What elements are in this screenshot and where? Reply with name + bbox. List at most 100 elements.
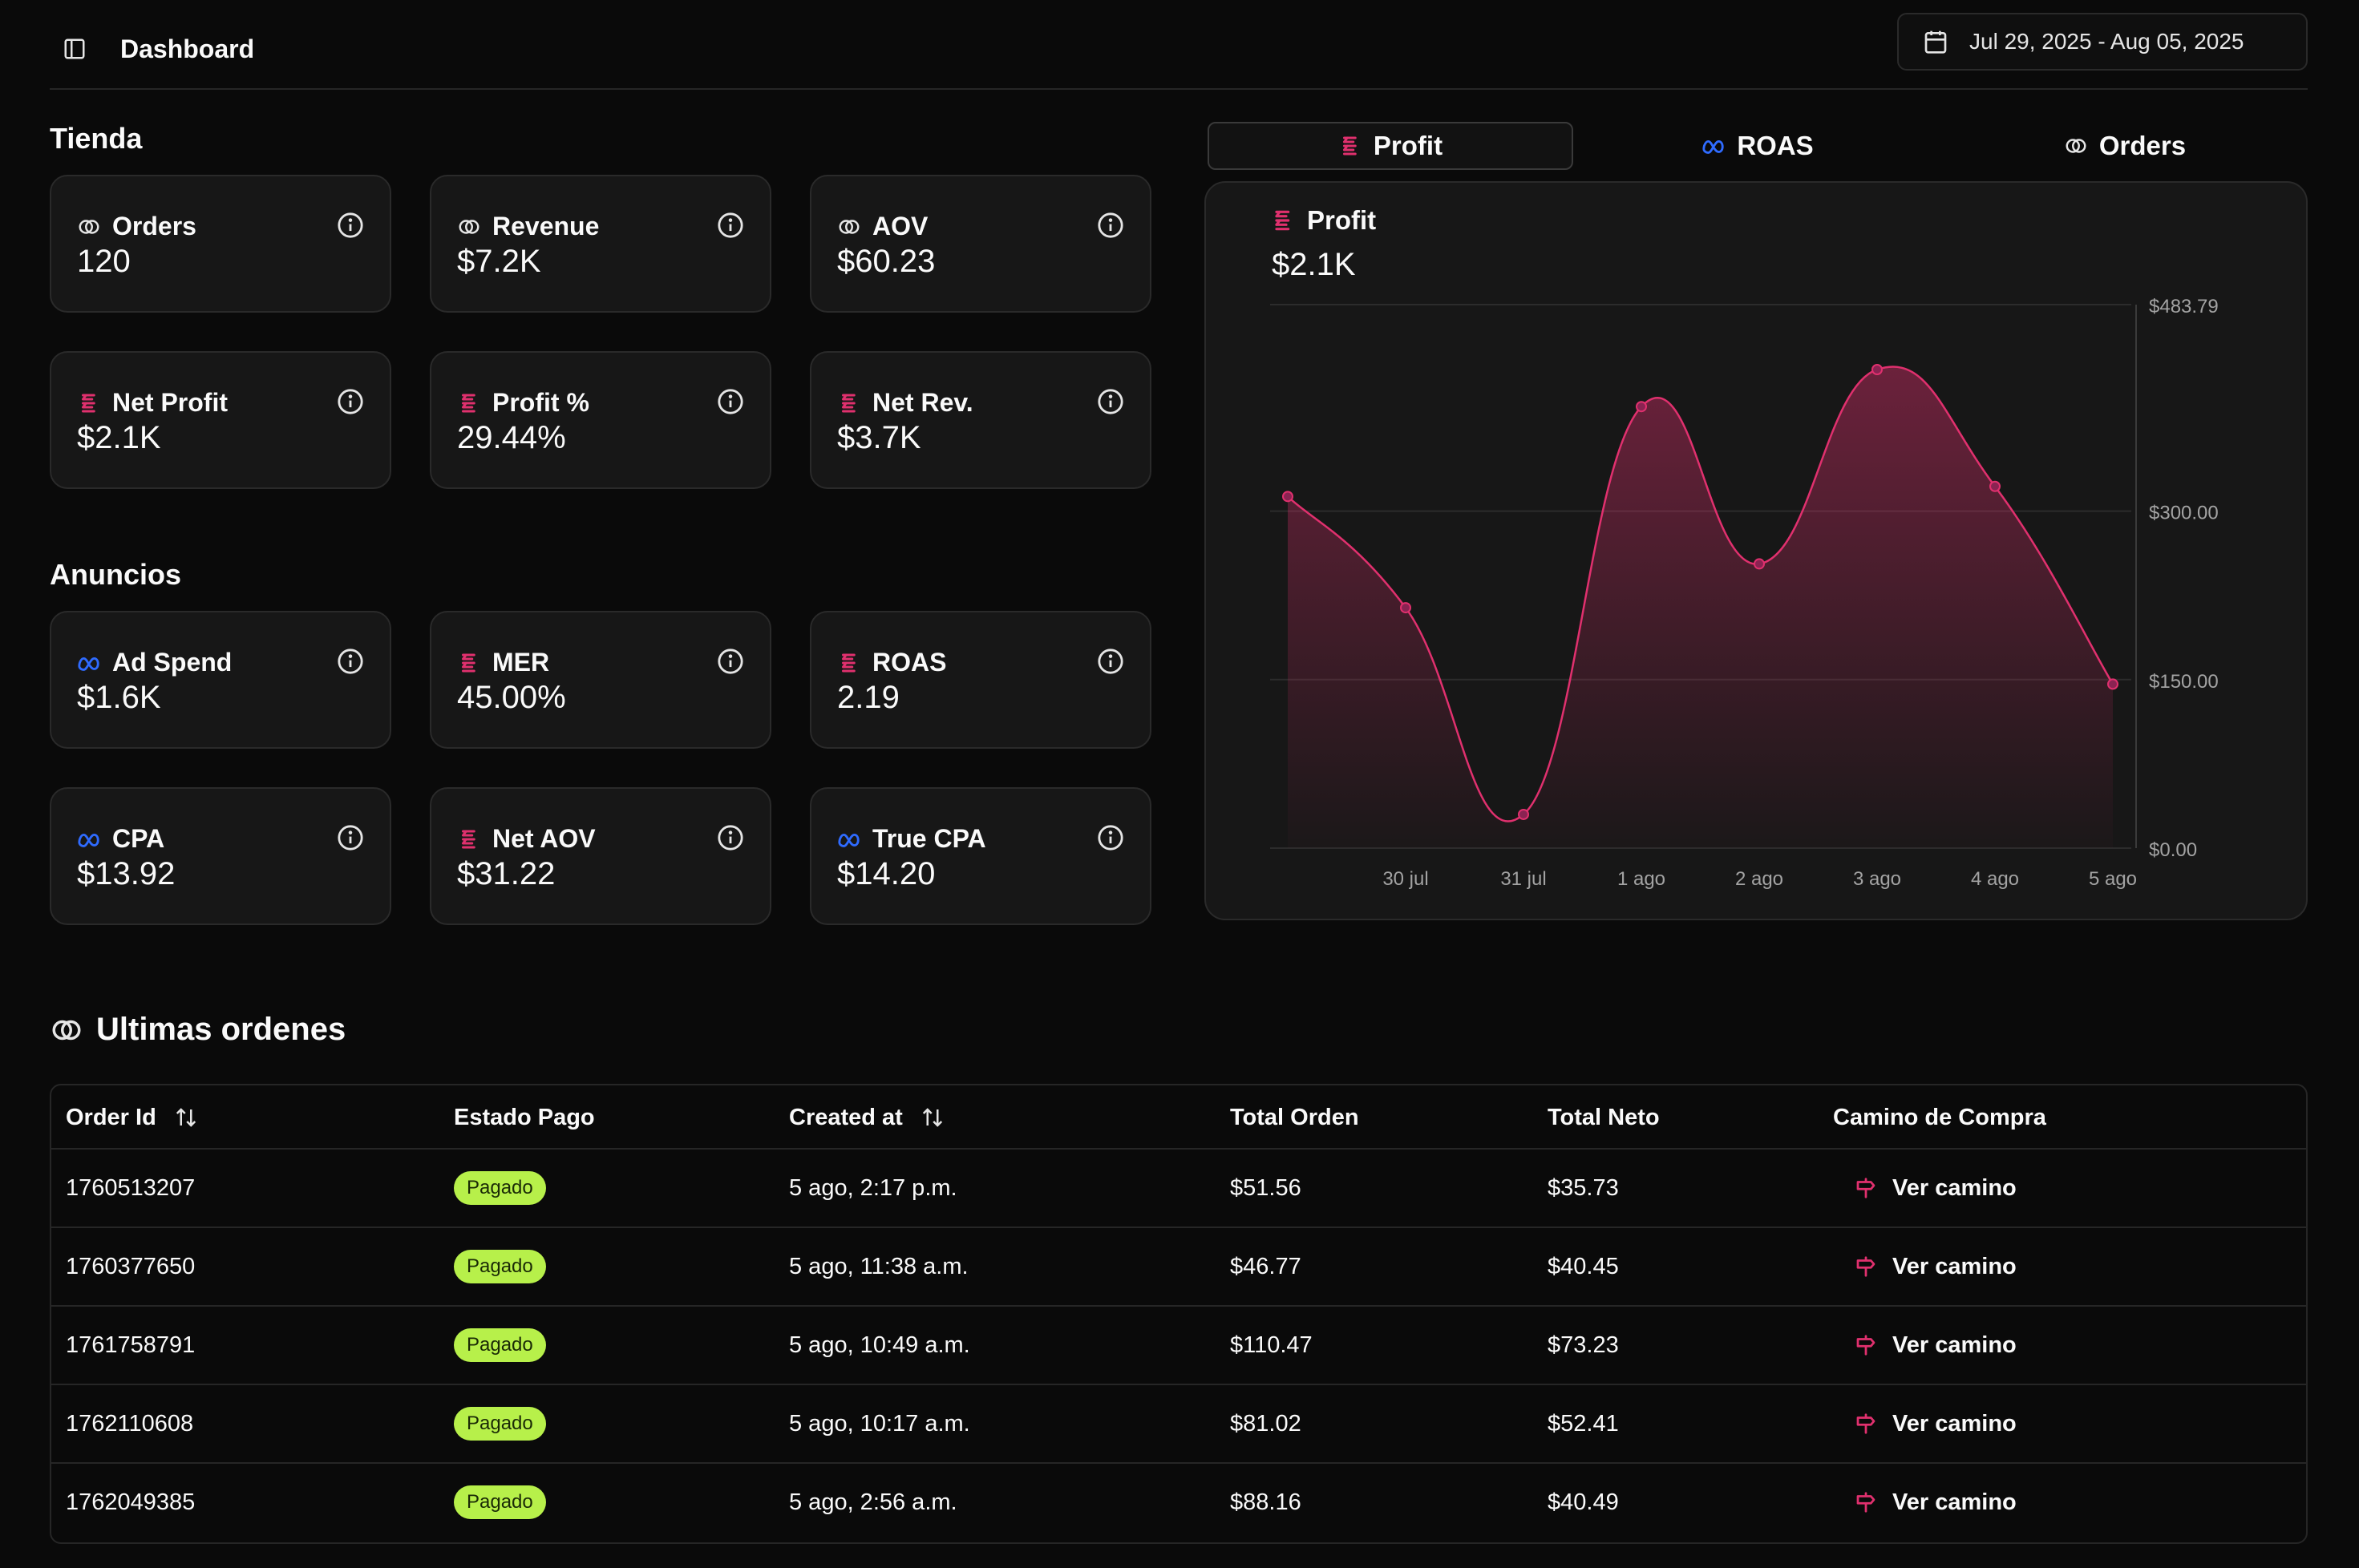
chart-metric-label: Profit (1307, 205, 1377, 235)
info-icon[interactable] (1097, 824, 1124, 851)
tab-profit[interactable]: Profit (1208, 122, 1573, 170)
kpi-label: ROAS (872, 648, 947, 677)
sort-icon[interactable] (174, 1105, 198, 1130)
ver-camino-link[interactable]: Ver camino (1854, 1228, 2017, 1305)
ver-camino-label: Ver camino (1892, 1174, 2017, 1201)
tab-orders[interactable]: Orders (1942, 122, 2308, 170)
table-row[interactable]: 1760377650 Pagado 5 ago, 11:38 a.m. $46.… (51, 1228, 2306, 1307)
order-id-cell: 1762110608 (66, 1410, 194, 1437)
top-header: Dashboard Jul 29, 2025 - Aug 05, 2025 (50, 13, 2308, 90)
kpi-label: Net AOV (492, 824, 596, 853)
kpi-card-header: Orders (77, 212, 196, 241)
meta-icon (1701, 134, 1726, 158)
brand-icon (1270, 208, 1296, 233)
data-point (1989, 480, 2001, 492)
info-icon[interactable] (1097, 212, 1124, 239)
order-id-cell: 1760513207 (66, 1174, 196, 1201)
total-neto-cell: $35.73 (1548, 1174, 1619, 1201)
order-id-cell: 1761758791 (66, 1332, 196, 1358)
created-cell: 5 ago, 2:56 a.m. (789, 1489, 957, 1515)
ver-camino-link[interactable]: Ver camino (1854, 1385, 2017, 1462)
kpi-label: True CPA (872, 824, 986, 853)
info-icon[interactable] (1097, 648, 1124, 675)
kpi-label: Net Rev. (872, 388, 973, 417)
kpi-value: $60.23 (837, 244, 936, 279)
kpi-card-header: AOV (837, 212, 928, 241)
kpi-card-header: Revenue (457, 212, 599, 241)
ver-camino-label: Ver camino (1892, 1410, 2017, 1437)
tab-label: ROAS (1737, 131, 1814, 160)
sidebar-toggle-button[interactable] (56, 30, 93, 67)
shopify-icon (77, 215, 101, 239)
info-icon[interactable] (717, 824, 744, 851)
total-orden-cell: $110.47 (1230, 1332, 1313, 1358)
ver-camino-link[interactable]: Ver camino (1854, 1464, 2017, 1541)
created-cell: 5 ago, 10:49 a.m. (789, 1332, 970, 1358)
section-title-tienda: Tienda (50, 122, 143, 155)
kpi-card-aov: AOV $60.23 (810, 175, 1151, 313)
x-tick-label: 2 ago (1735, 868, 1783, 890)
created-cell: 5 ago, 2:17 p.m. (789, 1174, 957, 1201)
ver-camino-link[interactable]: Ver camino (1854, 1307, 2017, 1384)
total-neto-cell: $52.41 (1548, 1410, 1619, 1437)
kpi-card-header: Net Rev. (837, 388, 973, 418)
info-icon[interactable] (717, 212, 744, 239)
chart-tabs: Profit ROAS Orders (1208, 122, 2308, 170)
created-cell: 5 ago, 10:17 a.m. (789, 1410, 970, 1437)
orders-title-text: Ultimas ordenes (96, 1012, 346, 1047)
info-icon[interactable] (337, 388, 364, 415)
info-icon[interactable] (717, 648, 744, 675)
tab-label: Orders (2098, 131, 2187, 160)
info-icon[interactable] (717, 388, 744, 415)
table-row[interactable]: 1762049385 Pagado 5 ago, 2:56 a.m. $88.1… (51, 1464, 2306, 1542)
tab-roas[interactable]: ROAS (1575, 122, 1940, 170)
col-header-created-at[interactable]: Created at (789, 1085, 945, 1150)
kpi-card-header: CPA (77, 824, 164, 854)
sidebar-toggle-icon (64, 38, 85, 59)
info-icon[interactable] (1097, 388, 1124, 415)
ver-camino-link[interactable]: Ver camino (1854, 1150, 2017, 1227)
info-icon[interactable] (337, 648, 364, 675)
sort-icon[interactable] (921, 1105, 945, 1130)
col-header-estado-pago: Estado Pago (454, 1104, 595, 1130)
tab-label: Profit (1373, 131, 1443, 160)
meta-icon (77, 827, 101, 851)
created-cell: 5 ago, 11:38 a.m. (789, 1253, 969, 1279)
brand-icon (1338, 134, 1362, 158)
kpi-card-true-cpa: True CPA $14.20 (810, 787, 1151, 925)
x-tick-label: 1 ago (1617, 868, 1665, 890)
orders-table: Order Id Estado Pago Created at Total Or… (50, 1084, 2308, 1544)
x-tick-label: 3 ago (1853, 868, 1901, 890)
table-row[interactable]: 1760513207 Pagado 5 ago, 2:17 p.m. $51.5… (51, 1150, 2306, 1228)
table-row[interactable]: 1761758791 Pagado 5 ago, 10:49 a.m. $110… (51, 1307, 2306, 1385)
total-orden-cell: $88.16 (1230, 1489, 1301, 1515)
date-range-picker[interactable]: Jul 29, 2025 - Aug 05, 2025 (1897, 13, 2308, 71)
kpi-card-header: Ad Spend (77, 648, 232, 677)
signpost-icon (1856, 1413, 1875, 1434)
kpi-card-roas: ROAS 2.19 (810, 611, 1151, 749)
y-tick-label: $300.00 (2149, 503, 2219, 524)
profit-line (1287, 366, 2114, 822)
kpi-card-header: True CPA (837, 824, 986, 854)
col-header-order-id[interactable]: Order Id (66, 1085, 198, 1150)
kpi-label: MER (492, 648, 550, 677)
x-tick-label: 31 jul (1500, 868, 1546, 890)
info-icon[interactable] (337, 212, 364, 239)
kpi-card-ad-spend: Ad Spend $1.6K (50, 611, 391, 749)
status-badge: Pagado (454, 1407, 546, 1441)
col-header-total-neto: Total Neto (1548, 1104, 1660, 1130)
data-point (2107, 678, 2118, 690)
status-cell: Pagado (454, 1150, 546, 1227)
status-cell: Pagado (454, 1385, 546, 1462)
table-row[interactable]: 1762110608 Pagado 5 ago, 10:17 a.m. $81.… (51, 1385, 2306, 1464)
kpi-card-header: ROAS (837, 648, 946, 677)
kpi-label: Profit % (492, 388, 589, 417)
info-icon[interactable] (337, 824, 364, 851)
kpi-value: $14.20 (837, 856, 936, 891)
brand-icon (837, 651, 861, 675)
meta-icon (837, 827, 861, 851)
shopify-icon (2064, 134, 2088, 158)
kpi-card-mer: MER 45.00% (430, 611, 771, 749)
kpi-card-orders: Orders 120 (50, 175, 391, 313)
kpi-label: CPA (112, 824, 165, 853)
